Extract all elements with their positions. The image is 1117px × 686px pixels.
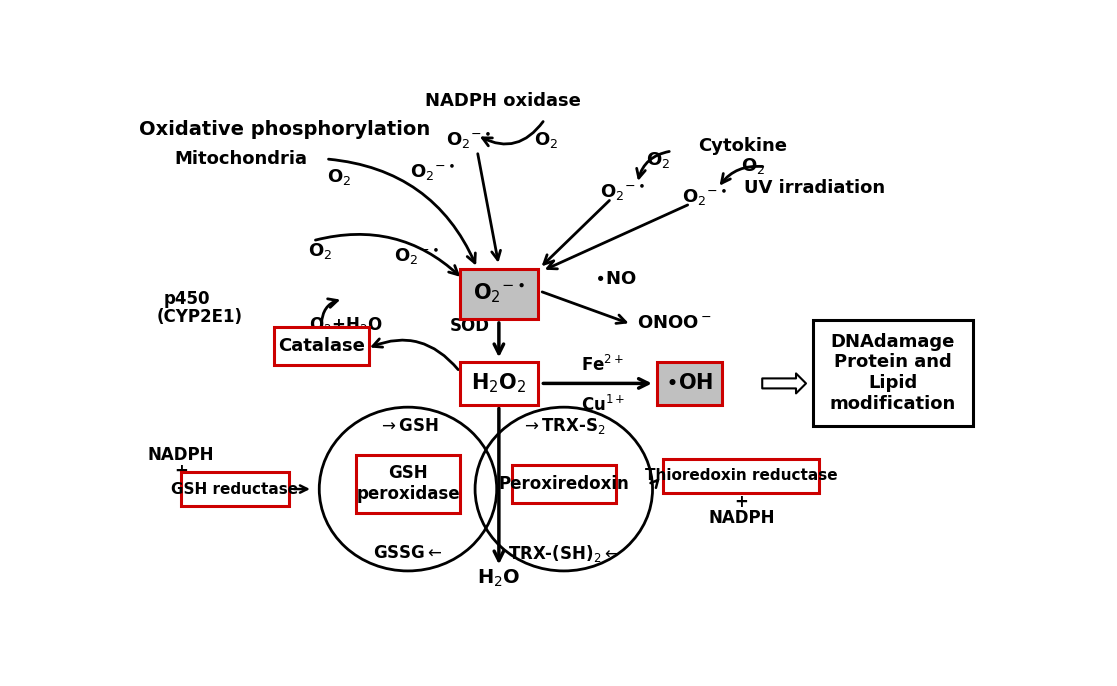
Text: O$_2$$^{-\bullet}$: O$_2$$^{-\bullet}$ (410, 163, 455, 183)
Text: Cu$^{1+}$: Cu$^{1+}$ (581, 394, 624, 414)
Text: $\bullet$OH: $\bullet$OH (665, 373, 714, 393)
Text: $\rightarrow$GSH: $\rightarrow$GSH (378, 416, 438, 435)
FancyArrowPatch shape (373, 339, 458, 370)
FancyArrowPatch shape (494, 408, 504, 560)
Text: TRX-(SH)$_2$$\leftarrow$: TRX-(SH)$_2$$\leftarrow$ (508, 543, 620, 564)
FancyArrowPatch shape (322, 299, 337, 324)
Text: SOD: SOD (449, 318, 489, 335)
Text: DNAdamage
Protein and
Lipid
modification: DNAdamage Protein and Lipid modification (830, 333, 956, 413)
Text: O$_2$$^{-\bullet}$: O$_2$$^{-\bullet}$ (681, 187, 726, 208)
Text: O$_2$$^{-\bullet}$: O$_2$$^{-\bullet}$ (600, 183, 646, 203)
FancyArrowPatch shape (494, 323, 504, 353)
Text: +: + (174, 462, 188, 480)
FancyBboxPatch shape (181, 472, 289, 506)
FancyArrowPatch shape (547, 205, 688, 269)
FancyArrowPatch shape (544, 200, 610, 264)
Text: UV irradiation: UV irradiation (744, 179, 885, 197)
FancyArrowPatch shape (542, 292, 626, 323)
Text: H$_2$O: H$_2$O (477, 568, 521, 589)
Text: O$_2$+H$_2$O: O$_2$+H$_2$O (309, 316, 382, 335)
Text: GSSG$\leftarrow$: GSSG$\leftarrow$ (373, 545, 442, 563)
Text: O$_2$: O$_2$ (534, 130, 558, 150)
Text: $\rightarrow$TRX-S$_2$: $\rightarrow$TRX-S$_2$ (522, 416, 607, 436)
FancyBboxPatch shape (813, 320, 973, 425)
Text: NADPH oxidase: NADPH oxidase (426, 92, 581, 110)
FancyBboxPatch shape (460, 268, 538, 319)
Text: GSH reductase: GSH reductase (171, 482, 298, 497)
Text: O$_2$: O$_2$ (742, 156, 765, 176)
Text: +: + (734, 493, 748, 511)
Text: NADPH: NADPH (147, 446, 214, 464)
FancyArrowPatch shape (315, 235, 458, 275)
Text: O$_2$: O$_2$ (646, 150, 670, 170)
Text: O$_2$: O$_2$ (307, 241, 332, 261)
Text: p450: p450 (164, 290, 210, 308)
FancyArrowPatch shape (483, 121, 543, 146)
FancyBboxPatch shape (356, 455, 460, 513)
FancyArrowPatch shape (543, 379, 648, 388)
Text: Oxidative phosphorylation: Oxidative phosphorylation (140, 120, 431, 139)
FancyArrowPatch shape (478, 154, 500, 260)
FancyBboxPatch shape (274, 327, 369, 366)
FancyBboxPatch shape (657, 362, 722, 405)
Text: NADPH: NADPH (708, 509, 774, 527)
Text: O$_2$$^{-\bullet}$: O$_2$$^{-\bullet}$ (394, 246, 439, 267)
Text: H$_2$O$_2$: H$_2$O$_2$ (471, 372, 526, 395)
Text: $\bullet$NO: $\bullet$NO (594, 270, 637, 288)
FancyBboxPatch shape (663, 459, 819, 493)
Text: O$_2$$^{-\bullet}$: O$_2$$^{-\bullet}$ (446, 130, 491, 150)
Text: Cytokine: Cytokine (698, 137, 787, 155)
Text: Catalase: Catalase (278, 338, 365, 355)
Text: O$_2$$^{-\bullet}$: O$_2$$^{-\bullet}$ (472, 282, 525, 305)
Text: ONOO$^-$: ONOO$^-$ (638, 314, 713, 331)
Text: GSH
peroxidase: GSH peroxidase (356, 464, 460, 503)
Text: Mitochondria: Mitochondria (174, 150, 307, 168)
Text: Fe$^{2+}$: Fe$^{2+}$ (581, 355, 624, 375)
Text: O$_2$: O$_2$ (326, 167, 351, 187)
FancyArrowPatch shape (294, 486, 307, 493)
Text: Peroxiredoxin: Peroxiredoxin (498, 475, 629, 493)
Text: (CYP2E1): (CYP2E1) (156, 309, 242, 327)
FancyBboxPatch shape (512, 464, 615, 503)
Text: Thioredoxin reductase: Thioredoxin reductase (645, 469, 838, 484)
FancyArrowPatch shape (722, 166, 763, 183)
FancyBboxPatch shape (460, 362, 538, 405)
FancyArrowPatch shape (650, 480, 658, 488)
FancyArrowPatch shape (637, 152, 669, 178)
FancyArrowPatch shape (328, 159, 476, 263)
